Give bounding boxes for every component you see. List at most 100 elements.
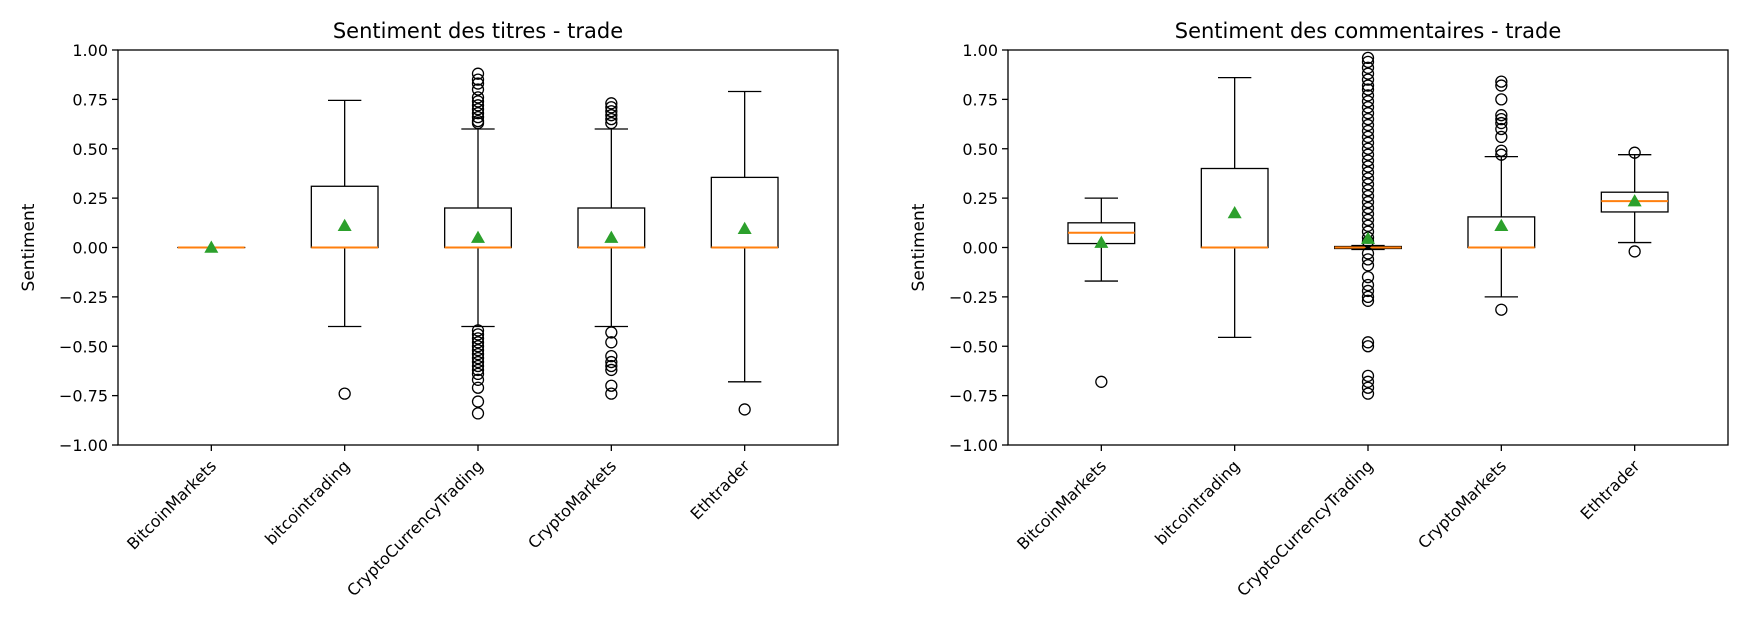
outlier-point (1361, 290, 1375, 304)
outlier-point (1495, 112, 1508, 126)
x-tick-label: CryptoMarkets (1414, 456, 1510, 552)
outlier-point (605, 336, 618, 349)
mean-marker (471, 230, 485, 243)
x-tick-label: CryptoMarkets (524, 456, 620, 552)
outlier-point (471, 344, 485, 357)
outlier-point (1361, 55, 1375, 68)
outlier-point (1495, 116, 1508, 130)
y-tick-label: 0.25 (72, 189, 108, 208)
outlier-point (1361, 51, 1375, 65)
outlier-point (605, 101, 618, 114)
outlier-point (471, 340, 485, 353)
outlier-point (1361, 172, 1375, 185)
box-group (1200, 77, 1269, 339)
outlier-point (1361, 284, 1375, 298)
y-tick-label: −0.25 (59, 288, 108, 307)
y-tick-label: 0.00 (72, 239, 108, 258)
outlier-point (471, 407, 485, 420)
outlier-point (605, 387, 618, 400)
box-group (1467, 75, 1536, 316)
y-tick-label: −0.25 (949, 288, 998, 307)
outlier-point (1361, 213, 1375, 227)
box-group (1067, 197, 1136, 388)
mean-marker (604, 230, 619, 243)
y-tick-label: −0.50 (59, 337, 108, 356)
outlier-point (1361, 278, 1375, 292)
outlier-point (605, 379, 618, 392)
chart-title: Sentiment des titres - trade (333, 19, 623, 43)
outlier-point (605, 355, 618, 369)
chart-comments-panel: Sentiment des commentaires - trade Senti… (909, 19, 1729, 600)
outlier-point (1361, 130, 1375, 144)
outlier-point (1361, 67, 1375, 80)
outlier-point (471, 367, 485, 381)
outlier-point (605, 326, 618, 339)
y-tick-label: −0.50 (949, 337, 998, 356)
chart-title: Sentiment des commentaires - trade (1175, 19, 1562, 43)
outlier-point (471, 111, 485, 124)
outlier-point (1495, 148, 1508, 161)
outlier-point (1361, 95, 1375, 108)
outlier-point (605, 97, 618, 110)
outlier-point (605, 109, 618, 122)
outlier-point (1361, 136, 1375, 149)
outlier-point (1361, 142, 1375, 155)
box-group (310, 99, 379, 400)
iqr-box (310, 185, 379, 249)
outlier-point (1361, 112, 1375, 126)
outlier-point (471, 359, 485, 373)
outlier-point (1361, 259, 1375, 272)
outlier-point (1361, 381, 1375, 394)
x-tick-label: bitcointrading (1151, 456, 1243, 548)
outlier-point (471, 363, 485, 377)
outlier-point (1361, 107, 1375, 120)
outlier-point (1361, 247, 1375, 260)
outlier-point (471, 114, 485, 128)
outlier-point (1361, 89, 1375, 102)
outlier-point (1361, 253, 1375, 266)
outlier-point (1361, 270, 1375, 284)
outlier-point (1361, 189, 1375, 203)
outlier-point (471, 77, 485, 90)
outlier-point (471, 336, 485, 349)
outlier-point (1361, 219, 1375, 232)
outlier-point (471, 324, 485, 337)
y-tick-label: −0.75 (59, 387, 108, 406)
y-tick-label: −0.75 (949, 387, 998, 406)
outlier-point (471, 395, 485, 408)
outlier-point (1361, 61, 1375, 74)
outlier-point (1361, 79, 1375, 92)
outlier-point (471, 83, 485, 96)
outlier-point (1095, 375, 1108, 388)
box-group (444, 67, 512, 420)
mean-marker (737, 221, 752, 234)
outlier-point (471, 107, 485, 120)
y-tick-label: −1.00 (949, 436, 998, 455)
outlier-point (1628, 146, 1641, 159)
outlier-point (1495, 109, 1508, 122)
outlier-point (471, 95, 485, 108)
outlier-point (1361, 73, 1375, 86)
outlier-point (1361, 387, 1375, 400)
outlier-point (1495, 130, 1508, 144)
outlier-point (471, 328, 485, 341)
y-tick-label: 0.25 (962, 189, 998, 208)
x-tick-label: Ethtrader (1576, 456, 1643, 523)
x-tick-label: CryptoCurrencyTrading (1233, 456, 1377, 600)
box-group (710, 90, 779, 416)
outlier-point (1361, 336, 1375, 349)
y-tick-label: 0.50 (962, 140, 998, 159)
x-tick-label: Ethtrader (686, 456, 753, 523)
outlier-point (1361, 340, 1375, 353)
outlier-point (471, 91, 485, 104)
y-tick-label: 1.00 (962, 41, 998, 60)
outlier-point (1361, 166, 1375, 179)
outlier-point (1495, 122, 1508, 136)
x-tick-label: CryptoCurrencyTrading (343, 456, 487, 600)
outlier-point (471, 67, 485, 80)
outlier-point (605, 359, 618, 373)
outlier-point (1361, 201, 1375, 215)
y-tick-label: 0.00 (962, 239, 998, 258)
box-group (577, 97, 646, 400)
outlier-point (1361, 148, 1375, 161)
